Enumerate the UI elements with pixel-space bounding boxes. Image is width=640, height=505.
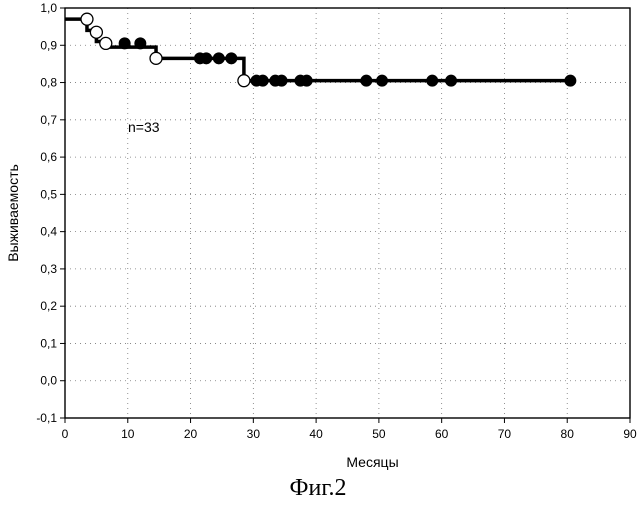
axes-layer xyxy=(65,8,630,418)
event-marker xyxy=(361,75,372,86)
x-tick-label: 50 xyxy=(372,427,386,441)
survival-curve xyxy=(65,19,570,81)
y-tick-label: 0,4 xyxy=(40,225,57,239)
y-axis-title: Выживаемость xyxy=(5,164,21,262)
y-tick-label: 0,3 xyxy=(40,262,57,276)
event-marker xyxy=(377,75,388,86)
x-tick-label: 90 xyxy=(623,427,637,441)
plot-frame xyxy=(65,8,630,418)
x-axis-title: Месяцы xyxy=(346,454,398,470)
y-tick-label: 0,8 xyxy=(40,76,57,90)
sample-size-annotation: n=33 xyxy=(128,119,160,135)
x-tick-label: 70 xyxy=(498,427,512,441)
x-tick-label: 30 xyxy=(247,427,261,441)
event-marker xyxy=(276,75,287,86)
y-tick-label: 0,6 xyxy=(40,150,57,164)
x-tick-label: 20 xyxy=(184,427,198,441)
y-tick-label: 1,0 xyxy=(40,1,57,15)
event-marker xyxy=(301,75,312,86)
event-marker xyxy=(446,75,457,86)
censored-marker xyxy=(100,37,112,49)
x-tick-label: 10 xyxy=(121,427,135,441)
censored-marker xyxy=(81,13,93,25)
x-ticks: 0 10 20 30 40 50 60 70 80 90 xyxy=(62,418,637,441)
y-tick-label: 0,5 xyxy=(40,187,57,201)
y-tick-label: 0,9 xyxy=(40,38,57,52)
event-marker xyxy=(201,53,212,64)
event-marker xyxy=(213,53,224,64)
y-tick-label: -0,1 xyxy=(36,411,57,425)
event-marker xyxy=(565,75,576,86)
series-layer xyxy=(65,13,576,87)
censored-marker xyxy=(150,52,162,64)
grid-layer xyxy=(65,8,630,418)
event-marker xyxy=(135,38,146,49)
event-marker xyxy=(119,38,130,49)
figure-caption: Фиг.2 xyxy=(290,475,347,500)
y-tick-label: 0,2 xyxy=(40,299,57,313)
y-tick-label: 0,7 xyxy=(40,113,57,127)
censored-marker xyxy=(238,75,250,87)
x-tick-label: 0 xyxy=(62,427,69,441)
y-ticks: 1,0 0,9 0,8 0,7 0,6 0,5 0,4 0,3 0,2 0,1 0,0 -0,1 xyxy=(36,1,65,425)
y-tick-label: 0,1 xyxy=(40,336,57,350)
event-marker xyxy=(427,75,438,86)
event-marker xyxy=(226,53,237,64)
x-tick-label: 40 xyxy=(309,427,323,441)
x-tick-label: 60 xyxy=(435,427,449,441)
y-tick-label: 0,0 xyxy=(40,374,57,388)
censored-marker xyxy=(90,26,102,38)
x-tick-label: 80 xyxy=(561,427,575,441)
event-marker xyxy=(257,75,268,86)
